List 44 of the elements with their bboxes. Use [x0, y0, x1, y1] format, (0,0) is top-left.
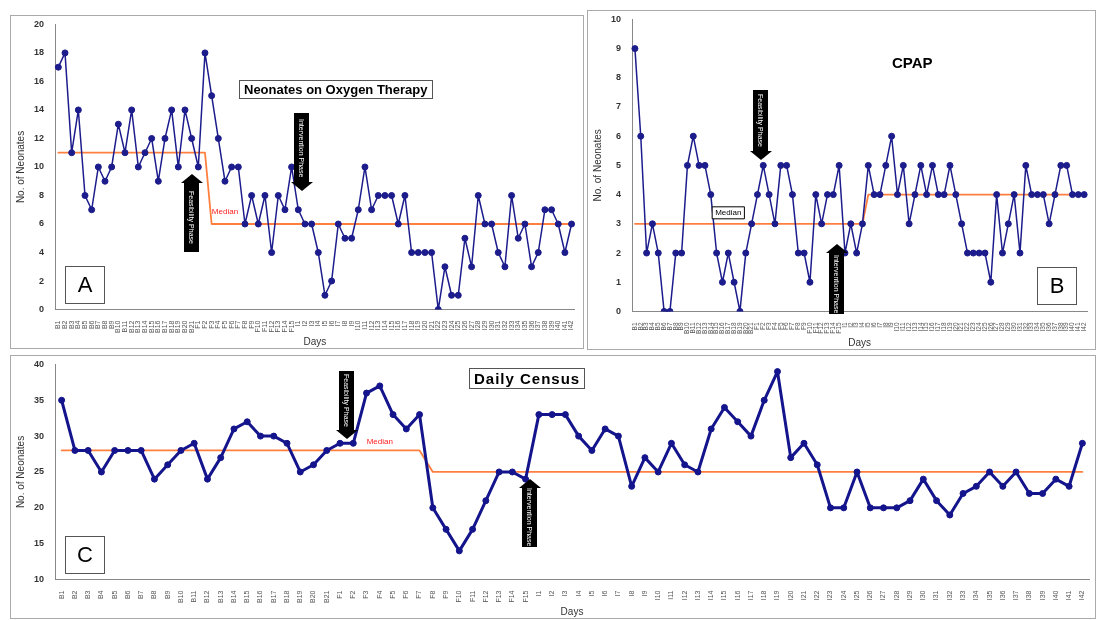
y-tick-label: 8 — [616, 72, 622, 83]
y-tick-label: 3 — [616, 218, 622, 229]
y-axis-title: No. of Neonates — [591, 129, 603, 202]
series-label: Median — [211, 207, 239, 217]
text: CPAP — [888, 53, 937, 72]
chart-title: Daily Census — [469, 368, 586, 389]
x-axis-title: Days — [848, 336, 871, 348]
y-tick-label: 15 — [34, 538, 45, 549]
series-label: Median — [366, 436, 393, 446]
y-tick-label: 12 — [34, 132, 45, 143]
y-tick-label: 20 — [34, 18, 45, 29]
series-label: Median — [715, 208, 742, 218]
y-tick-label: 6 — [616, 130, 622, 141]
y-tick-label: 2 — [616, 247, 622, 258]
y-axis-title: No. of Neonates — [14, 130, 26, 204]
text: Neonates on Oxygen Therapy — [239, 80, 433, 99]
annotation: B — [1037, 267, 1078, 306]
y-axis-title: No. of Neonates — [14, 435, 26, 509]
y-tick-label: 7 — [616, 101, 622, 112]
y-tick-label: 20 — [34, 502, 45, 513]
annotation: C — [65, 535, 105, 574]
y-tick-label: 6 — [39, 218, 45, 229]
x-axis-title: Days — [560, 605, 584, 617]
y-tick-label: 10 — [34, 161, 45, 172]
y-tick-label: 4 — [616, 189, 622, 200]
x-axis-title: Days — [303, 335, 327, 347]
y-tick-label: 8 — [39, 189, 45, 200]
y-tick-label: 10 — [611, 13, 622, 24]
y-tick-label: 0 — [39, 304, 45, 315]
y-tick-label: 5 — [616, 159, 622, 170]
y-tick-label: 30 — [34, 430, 45, 441]
y-tick-label: 18 — [34, 47, 45, 58]
y-tick-label: 1 — [616, 276, 622, 287]
y-tick-label: 10 — [34, 574, 45, 585]
y-tick-label: 2 — [39, 275, 45, 286]
y-tick-label: 14 — [34, 104, 45, 115]
y-tick-label: 40 — [34, 358, 45, 369]
y-tick-label: 9 — [616, 43, 622, 54]
y-tick-label: 25 — [34, 466, 45, 477]
y-tick-label: 16 — [34, 75, 45, 86]
y-tick-label: 0 — [616, 305, 622, 316]
y-tick-label: 35 — [34, 394, 45, 405]
annotation: A — [65, 265, 105, 304]
y-tick-label: 4 — [39, 247, 45, 257]
